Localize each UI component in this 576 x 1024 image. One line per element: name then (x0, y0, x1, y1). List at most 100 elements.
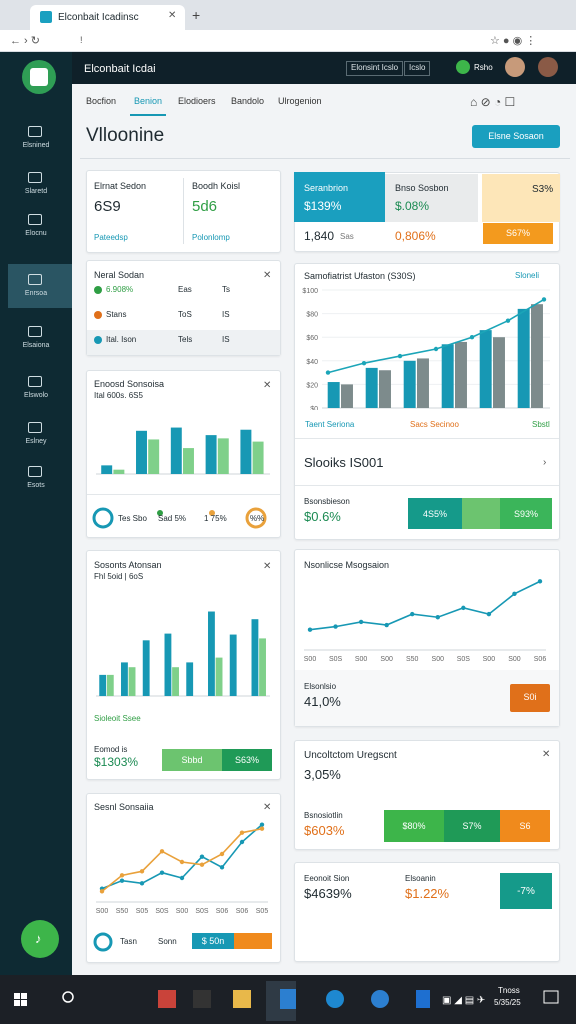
tab[interactable] (30, 5, 185, 30)
stat-link[interactable]: Pateedsp (94, 233, 128, 242)
bar (205, 435, 217, 474)
card-link[interactable]: Sloneli (515, 271, 540, 280)
sidebar-icon (28, 376, 42, 387)
sidebar-item[interactable]: Enrsoa (24, 290, 48, 297)
sidebar-item[interactable]: Eslney (25, 438, 47, 445)
new-tab[interactable]: + (192, 7, 201, 23)
card-title: Sesnl Sonsaiia (94, 802, 154, 812)
x-tick-label: S06 (236, 908, 249, 915)
date: 5/35/25 (494, 998, 521, 1007)
y-tick-label: $0 (310, 406, 318, 410)
toolbar-icons[interactable]: ⌂ ⊘ ◔ ☐ (470, 95, 516, 109)
nav-tab[interactable]: Elodioers (178, 96, 216, 106)
tile (385, 174, 478, 222)
donut-label: Tes Sbo (118, 514, 147, 523)
card-subtitle: Ital 600s. 6S5 (94, 391, 143, 400)
search-box[interactable]: Elonsint Icslo (346, 61, 404, 76)
dot (157, 510, 163, 516)
segment: S7% (444, 810, 500, 842)
y-tick-label: $80 (306, 312, 318, 319)
nav-tab[interactable]: Ulrogenion (278, 96, 322, 106)
line-chart: S00 S0S S00 S00 S50 S00 S0S S00 S00 S06 (304, 579, 546, 663)
header-button[interactable]: Icslo (404, 61, 431, 76)
x-tick-label: S0S (457, 656, 471, 663)
close[interactable]: ✕ (542, 749, 551, 760)
card-title: Nsonlicse Msogsaion (304, 560, 390, 570)
legend: Sioleoit Ssee (94, 714, 141, 723)
taskbar-icons: ▣ ◢ ▤ ✈ (14, 981, 559, 1021)
close[interactable]: ✕ (263, 561, 272, 572)
point (384, 622, 389, 628)
bar-chart (96, 427, 270, 475)
brand: Elconbait Icdai (84, 63, 156, 75)
url[interactable]: ! (80, 35, 83, 45)
nav-tab[interactable]: Bocfion (86, 96, 117, 106)
tab-close[interactable]: ✕ (168, 10, 177, 21)
close[interactable]: ✕ (263, 270, 272, 281)
close[interactable]: ✕ (263, 380, 272, 391)
point (219, 865, 225, 870)
trend-button[interactable]: S0i (510, 684, 550, 712)
card-title: Samofiatrist Ufaston (S30S) (304, 271, 416, 281)
action-button[interactable]: Elsne Sosaon (472, 125, 560, 148)
segment: $80% (384, 810, 444, 842)
browser-icons[interactable]: ☆ ● ◉ ⋮ (490, 35, 537, 47)
bar (208, 611, 215, 696)
bar (493, 337, 505, 408)
point (433, 346, 439, 352)
metric: 41,0% (304, 694, 341, 709)
sidebar-item[interactable]: Slaretd (24, 188, 48, 195)
segment: $ 50n (192, 933, 234, 949)
tile (294, 172, 385, 222)
sidebar-item[interactable]: Elsnined (22, 142, 50, 149)
close[interactable]: ✕ (263, 802, 272, 813)
sidebar-item[interactable]: Elsaiona (22, 342, 50, 349)
segment: S63% (222, 749, 272, 771)
y-tick-label: $40 (306, 359, 318, 366)
sidebar-icon (28, 274, 42, 285)
point (333, 624, 338, 629)
sidebar-item[interactable]: Esots (27, 482, 45, 489)
metric-label: Elsonlsio (304, 682, 337, 691)
point (469, 335, 475, 340)
tile-label: Seranbrion (304, 183, 349, 193)
row-cell: Tels (178, 335, 193, 344)
nav-buttons[interactable]: ← › ↻ (10, 35, 40, 47)
stat-label: Boodh Koisl (192, 181, 241, 191)
progress: $80% S7% S6 (384, 810, 550, 842)
bar (417, 358, 429, 408)
bar (327, 382, 340, 408)
row-cell: Ts (222, 285, 230, 294)
point (139, 869, 145, 874)
point (435, 615, 440, 620)
y-tick-label: $20 (306, 382, 318, 389)
legend: Sacs Secinoo (410, 420, 459, 429)
bar (217, 438, 229, 474)
sidebar-icon (28, 214, 42, 225)
donut-label: 1 75% (204, 514, 227, 523)
fab[interactable] (21, 920, 59, 958)
avatar[interactable] (538, 57, 558, 77)
segment: S6 (500, 810, 550, 842)
sidebar-item[interactable]: Elswolo (23, 392, 49, 399)
sidebar-item[interactable]: Elocnu (25, 230, 47, 237)
donuts (92, 507, 267, 529)
stat-link[interactable]: Polonlomp (192, 233, 230, 242)
sidebar-icon (28, 172, 42, 183)
bar (252, 441, 264, 474)
card-title: Uncoltctom Uregscnt (304, 750, 397, 761)
row-cell: Ital. Ison (106, 335, 137, 344)
tab-title: Elconbait Icadinsc (58, 12, 139, 23)
tile-value: $.08% (395, 199, 430, 213)
point (199, 854, 205, 859)
nav-tab[interactable]: Bandolo (231, 96, 265, 106)
bar (251, 619, 259, 696)
avatar[interactable] (505, 57, 525, 77)
nav-tab[interactable]: Benion (134, 96, 163, 106)
chevron[interactable]: › (543, 457, 547, 468)
bar (183, 448, 194, 474)
bar (128, 667, 136, 696)
row-cell: IS (222, 335, 230, 344)
x-tick-label: S05 (136, 908, 149, 915)
user-avatar[interactable] (456, 60, 470, 74)
